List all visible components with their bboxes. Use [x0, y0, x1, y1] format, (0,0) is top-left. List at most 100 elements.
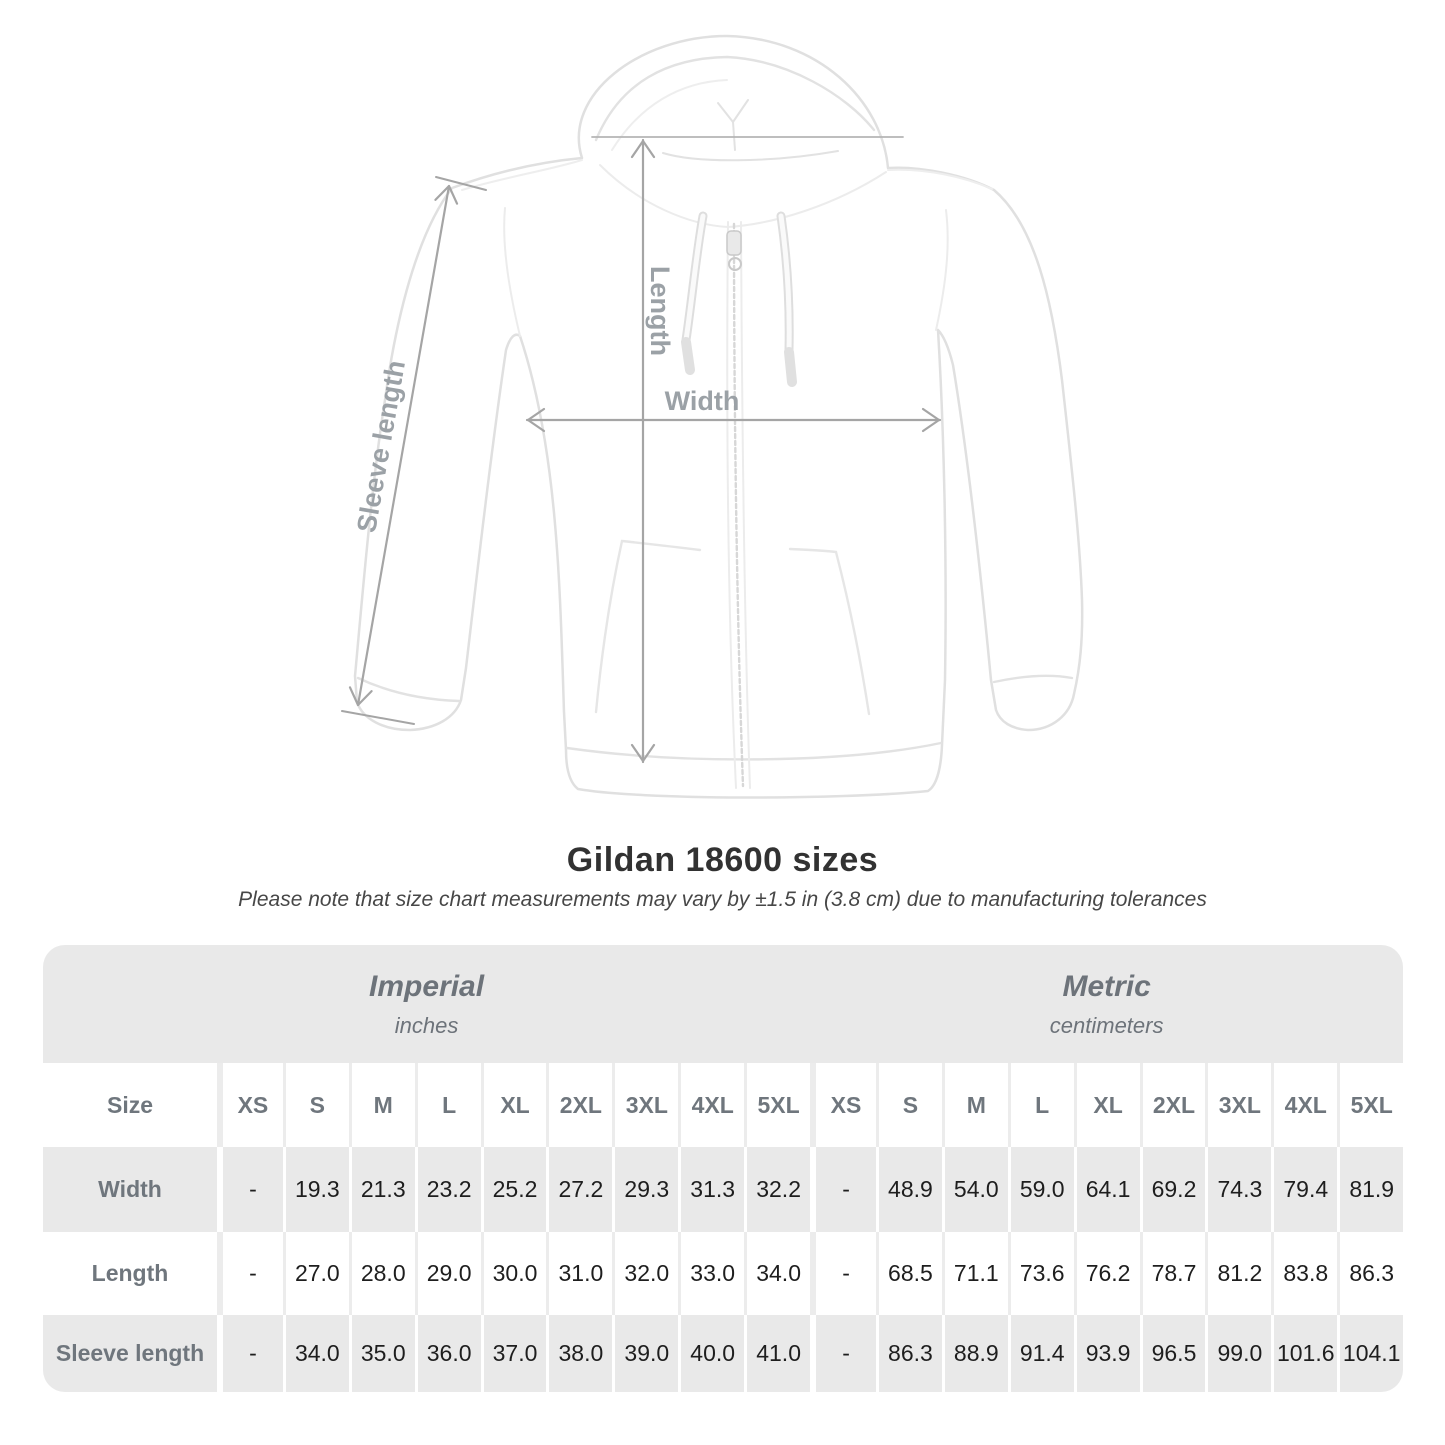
- hem-seam: [565, 741, 943, 761]
- zipper-slider: [726, 230, 742, 256]
- width-label: Width: [665, 386, 740, 416]
- value-cell: 91.4: [1007, 1315, 1074, 1392]
- left-armhole-seam: [503, 207, 521, 337]
- row-label-width: Width: [43, 1147, 217, 1232]
- imperial-size-header: S: [282, 1063, 349, 1147]
- metric-size-header: XL: [1073, 1063, 1140, 1147]
- value-cell: 23.2: [414, 1147, 481, 1232]
- value-cell: 38.0: [546, 1315, 613, 1392]
- value-cell: 73.6: [1007, 1232, 1074, 1315]
- width-row: Width - 19.3 21.3 23.2 25.2 27.2 29.3 31…: [43, 1147, 1403, 1232]
- length-row: Length - 27.0 28.0 29.0 30.0 31.0 32.0 3…: [43, 1232, 1403, 1315]
- value-cell: 31.0: [546, 1232, 613, 1315]
- value-cell: -: [217, 1315, 283, 1392]
- left-pocket-seam: [594, 539, 702, 714]
- value-cell: 68.5: [875, 1232, 942, 1315]
- value-cell: -: [810, 1232, 876, 1315]
- value-cell: 76.2: [1073, 1232, 1140, 1315]
- value-cell: 21.3: [348, 1147, 415, 1232]
- metric-size-header: S: [875, 1063, 942, 1147]
- metric-size-header: 3XL: [1205, 1063, 1272, 1147]
- value-cell: 81.2: [1205, 1232, 1272, 1315]
- metric-size-header: 2XL: [1139, 1063, 1206, 1147]
- value-cell: 36.0: [414, 1315, 481, 1392]
- length-label: Length: [645, 266, 675, 356]
- imperial-size-header: 2XL: [546, 1063, 613, 1147]
- value-cell: 81.9: [1337, 1147, 1403, 1232]
- value-cell: 32.0: [612, 1232, 679, 1315]
- row-label-length: Length: [43, 1232, 217, 1315]
- right-cuff-seam: [992, 674, 1074, 684]
- right-pocket-seam: [788, 547, 871, 716]
- zipper: [726, 221, 751, 789]
- metric-size-header: M: [941, 1063, 1008, 1147]
- value-cell: 78.7: [1139, 1232, 1206, 1315]
- right-shoulder-seam: [887, 168, 993, 190]
- value-cell: 71.1: [941, 1232, 1008, 1315]
- value-cell: 99.0: [1205, 1315, 1272, 1392]
- value-cell: 59.0: [1007, 1147, 1074, 1232]
- left-drawstring-hl: [683, 213, 706, 343]
- size-header-row: Size XS S M L XL 2XL 3XL 4XL 5XL XS S M …: [43, 1063, 1403, 1147]
- size-table-container: Imperial inches Metric centimeters Size …: [43, 945, 1403, 1392]
- sleeve-length-arrow: [341, 176, 487, 725]
- caption-block: Gildan 18600 sizes Please note that size…: [0, 841, 1445, 912]
- value-cell: 32.2: [744, 1147, 811, 1232]
- value-cell: 96.5: [1139, 1315, 1206, 1392]
- value-cell: 48.9: [875, 1147, 942, 1232]
- right-drawstring-hl: [778, 213, 792, 353]
- value-cell: 104.1: [1337, 1315, 1403, 1392]
- imperial-size-header: 5XL: [744, 1063, 811, 1147]
- tolerance-note: Please note that size chart measurements…: [238, 888, 1207, 911]
- width-arrow: [525, 407, 942, 433]
- metric-title: Metric: [1062, 969, 1151, 1003]
- metric-size-header: XS: [810, 1063, 876, 1147]
- left-aglet: [681, 337, 695, 375]
- value-cell: -: [810, 1147, 876, 1232]
- value-cell: 79.4: [1271, 1147, 1338, 1232]
- value-cell: 74.3: [1205, 1147, 1272, 1232]
- drawstrings: [681, 211, 797, 387]
- value-cell: 29.0: [414, 1232, 481, 1315]
- row-label-sleeve-length: Sleeve length: [43, 1315, 217, 1392]
- value-cell: 69.2: [1139, 1147, 1206, 1232]
- left-shoulder-seam: [461, 159, 583, 191]
- metric-size-header: 5XL: [1337, 1063, 1403, 1147]
- value-cell: 31.3: [678, 1147, 745, 1232]
- value-cell: 35.0: [348, 1315, 415, 1392]
- left-cuff-seam: [356, 676, 461, 703]
- value-cell: 86.3: [1337, 1232, 1403, 1315]
- metric-unit: centimeters: [1049, 1012, 1164, 1038]
- value-cell: 27.0: [282, 1232, 349, 1315]
- imperial-size-header: XL: [480, 1063, 547, 1147]
- value-cell: 30.0: [480, 1232, 547, 1315]
- value-cell: 93.9: [1073, 1315, 1140, 1392]
- hood-inner-shadow: [611, 79, 728, 151]
- hoodie-illustration: [353, 34, 1084, 799]
- imperial-size-header: M: [348, 1063, 415, 1147]
- value-cell: 41.0: [744, 1315, 811, 1392]
- zipper-tape-right: [740, 221, 751, 789]
- hoodie-measurement-diagram: Length Width Sleeve length: [341, 34, 1084, 799]
- value-cell: 27.2: [546, 1147, 613, 1232]
- value-cell: 40.0: [678, 1315, 745, 1392]
- value-cell: 28.0: [348, 1232, 415, 1315]
- value-cell: 54.0: [941, 1147, 1008, 1232]
- metric-size-header: 4XL: [1271, 1063, 1338, 1147]
- hood-opening-seam: [594, 55, 876, 142]
- value-cell: -: [217, 1232, 283, 1315]
- imperial-unit: inches: [394, 1012, 459, 1038]
- unit-band-row: Imperial inches Metric centimeters: [43, 945, 1403, 1063]
- value-cell: 64.1: [1073, 1147, 1140, 1232]
- zipper-teeth: [732, 222, 745, 788]
- value-cell: 101.6: [1271, 1315, 1338, 1392]
- value-cell: -: [810, 1315, 876, 1392]
- value-cell: 88.9: [941, 1315, 1008, 1392]
- right-aglet: [784, 347, 797, 387]
- imperial-size-header: XS: [217, 1063, 283, 1147]
- sleeve-top-tick: [435, 176, 487, 191]
- length-arrow: [630, 138, 656, 764]
- imperial-title: Imperial: [369, 969, 485, 1003]
- size-column-label: Size: [43, 1063, 217, 1147]
